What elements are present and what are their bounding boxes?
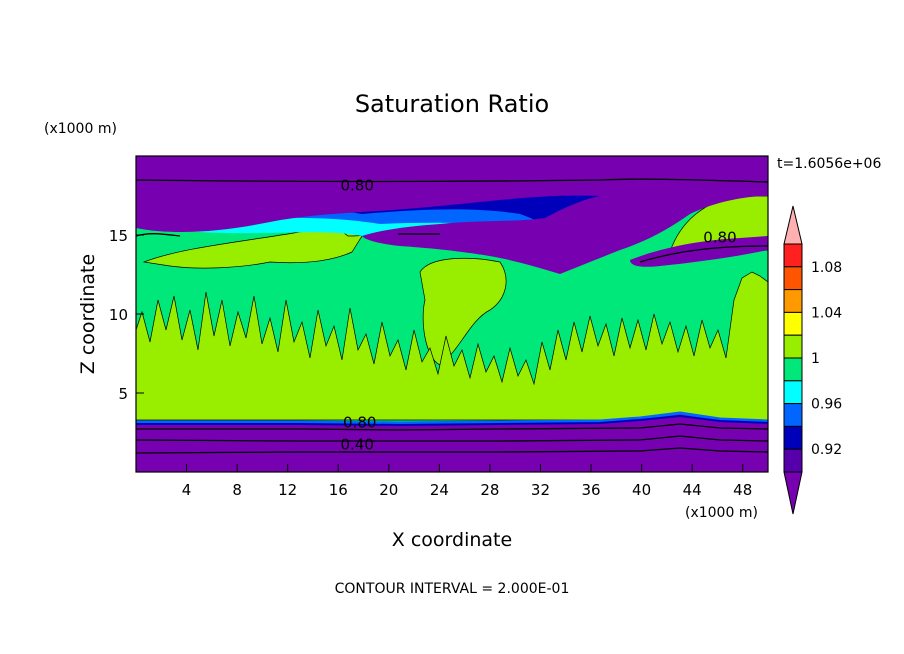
contour-label: 0.80 [343, 413, 376, 431]
purple-upper-band [136, 156, 768, 274]
purple-upper-right-lobe [630, 236, 768, 267]
time-label: t=1.6056e+06 [777, 156, 881, 172]
x-tick-label: 40 [632, 481, 651, 499]
colorbar-tick-label: 0.96 [811, 397, 842, 413]
y-tick-label: 10 [109, 306, 128, 324]
x-tick-label: 16 [329, 481, 348, 499]
yellow-green-lower-band [136, 271, 768, 421]
x-tick-label: 4 [182, 481, 192, 499]
contour-line [136, 435, 768, 442]
x-unit-label: (x1000 m) [685, 505, 758, 521]
yellow-green-region [142, 226, 363, 269]
x-tick-label: 48 [733, 481, 752, 499]
y-axis-title: Z coordinate [77, 254, 99, 374]
colorbar-tick-label: 1.08 [811, 260, 842, 276]
contour-line [136, 178, 768, 183]
colorbar-swatch [783, 380, 803, 405]
contour-line [136, 447, 768, 454]
colorbar-swatch [783, 425, 803, 450]
x-tick-label: 28 [480, 481, 499, 499]
contour-line [136, 423, 768, 431]
contour-interval-footer: CONTOUR INTERVAL = 2.000E-01 [335, 581, 570, 597]
colorbar-swatch [783, 357, 803, 382]
blue-lower-edge [136, 411, 768, 425]
contour-labels: 0.80 0.80 0.80 0.40 [340, 176, 736, 454]
x-axis-title: X coordinate [392, 529, 512, 551]
contour-label: 0.80 [703, 229, 736, 247]
colorbar-swatch [783, 311, 803, 336]
chart-title: Saturation Ratio [355, 90, 549, 118]
contour-label: 0.80 [340, 176, 373, 194]
colorbar-tick-label: 1 [811, 351, 820, 367]
colorbar-top-arrow [783, 205, 803, 245]
colorbar-tick-label: 0.92 [811, 442, 842, 458]
dark-blue-lower-edge [136, 414, 768, 427]
colorbar-swatch [783, 448, 803, 473]
contour-line [639, 245, 768, 263]
colorbar: 1.08 1.04 1 0.96 0.92 [783, 205, 842, 515]
yellow-green-region [419, 257, 507, 366]
y-unit-label: (x1000 m) [44, 121, 117, 137]
x-tick-label: 24 [430, 481, 449, 499]
colorbar-swatch [783, 289, 803, 313]
x-tick-label: 32 [531, 481, 550, 499]
colorbar-tick-label: 1.04 [811, 305, 842, 321]
colorbar-swatch [783, 403, 803, 427]
y-tick-label: 5 [118, 385, 128, 403]
x-tick-label: 12 [278, 481, 297, 499]
colorbar-bottom-arrow [783, 471, 803, 515]
x-tick-label: 36 [581, 481, 600, 499]
purple-lower-band [136, 412, 768, 472]
x-tick-label: 8 [232, 481, 242, 499]
x-tick-label: 20 [379, 481, 398, 499]
colorbar-swatch [783, 243, 803, 268]
saturation-field [136, 156, 768, 472]
colorbar-swatch [783, 266, 803, 291]
contour-label: 0.40 [340, 436, 373, 454]
x-tick-label: 44 [683, 481, 702, 499]
colorbar-swatch [783, 334, 803, 359]
y-tick-label: 15 [109, 227, 128, 245]
